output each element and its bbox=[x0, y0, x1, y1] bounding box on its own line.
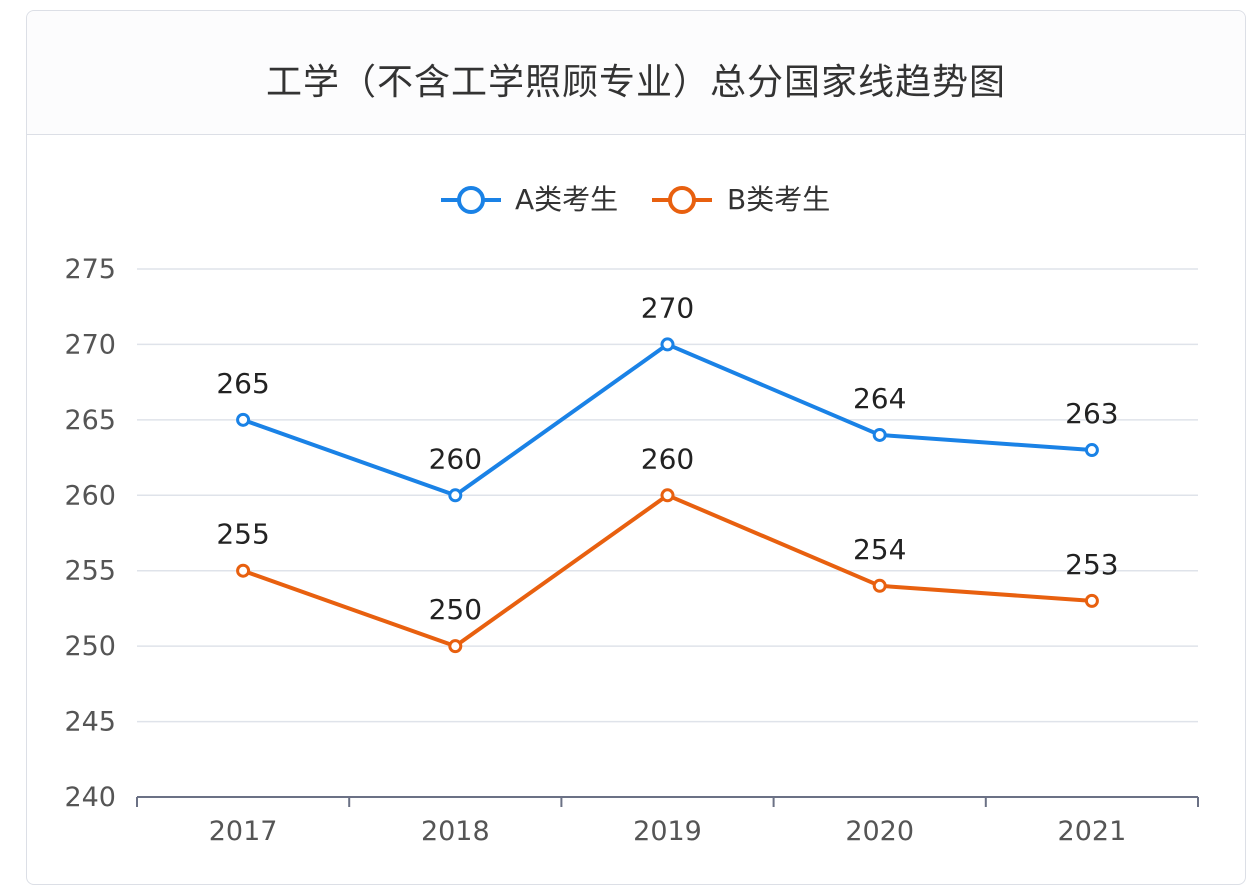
series-1: 265 260 270 264 263 bbox=[216, 291, 1119, 503]
data-point bbox=[660, 337, 675, 352]
title-bar: 工学（不含工学照顾专业）总分国家线趋势图 bbox=[27, 11, 1245, 135]
legend-marker bbox=[457, 186, 485, 214]
data-point bbox=[1084, 443, 1099, 458]
legend-item-2: B类考生 bbox=[652, 183, 830, 216]
y-axis: 240 245 250 255 260 265 270 275 bbox=[64, 254, 116, 813]
data-point bbox=[448, 639, 463, 654]
x-tick-label: 2018 bbox=[421, 816, 490, 847]
data-label: 253 bbox=[1065, 548, 1118, 581]
x-tick-label: 2019 bbox=[633, 816, 702, 847]
data-point bbox=[448, 488, 463, 503]
x-tick-label: 2021 bbox=[1058, 816, 1127, 847]
y-tick-label: 255 bbox=[64, 556, 116, 587]
grid-lines bbox=[137, 268, 1198, 723]
data-point bbox=[236, 563, 251, 578]
y-tick-label: 240 bbox=[64, 782, 116, 813]
data-label: 260 bbox=[429, 442, 482, 475]
legend-label: A类考生 bbox=[515, 183, 618, 216]
x-axis: 2017 2018 2019 2020 2021 bbox=[136, 796, 1199, 847]
x-tick-label: 2020 bbox=[845, 816, 914, 847]
data-label: 265 bbox=[216, 367, 269, 400]
data-point bbox=[872, 578, 887, 593]
data-label: 264 bbox=[853, 382, 906, 415]
data-point bbox=[872, 427, 887, 442]
data-label: 263 bbox=[1065, 397, 1118, 430]
data-point bbox=[1084, 593, 1099, 608]
data-point bbox=[660, 488, 675, 503]
data-label: 260 bbox=[641, 442, 694, 475]
data-label: 255 bbox=[216, 518, 269, 551]
y-tick-label: 250 bbox=[64, 631, 116, 662]
legend-marker bbox=[668, 186, 696, 214]
legend: A类考生 B类考生 bbox=[441, 183, 830, 216]
chart-title: 工学（不含工学照顾专业）总分国家线趋势图 bbox=[265, 62, 1006, 103]
x-tick-label: 2017 bbox=[209, 816, 278, 847]
data-label: 250 bbox=[429, 593, 482, 626]
series-group: 265 260 270 264 263 255 250 260 254 253 bbox=[216, 291, 1119, 654]
legend-item-1: A类考生 bbox=[441, 183, 618, 216]
data-point bbox=[236, 412, 251, 427]
series-2: 255 250 260 254 253 bbox=[216, 442, 1119, 654]
data-label: 270 bbox=[641, 291, 694, 324]
y-tick-label: 245 bbox=[64, 707, 116, 738]
y-tick-label: 270 bbox=[64, 329, 116, 360]
legend-label: B类考生 bbox=[727, 183, 830, 216]
y-tick-label: 275 bbox=[64, 254, 116, 285]
y-tick-label: 265 bbox=[64, 405, 116, 436]
data-label: 254 bbox=[853, 533, 906, 566]
y-tick-label: 260 bbox=[64, 480, 116, 511]
